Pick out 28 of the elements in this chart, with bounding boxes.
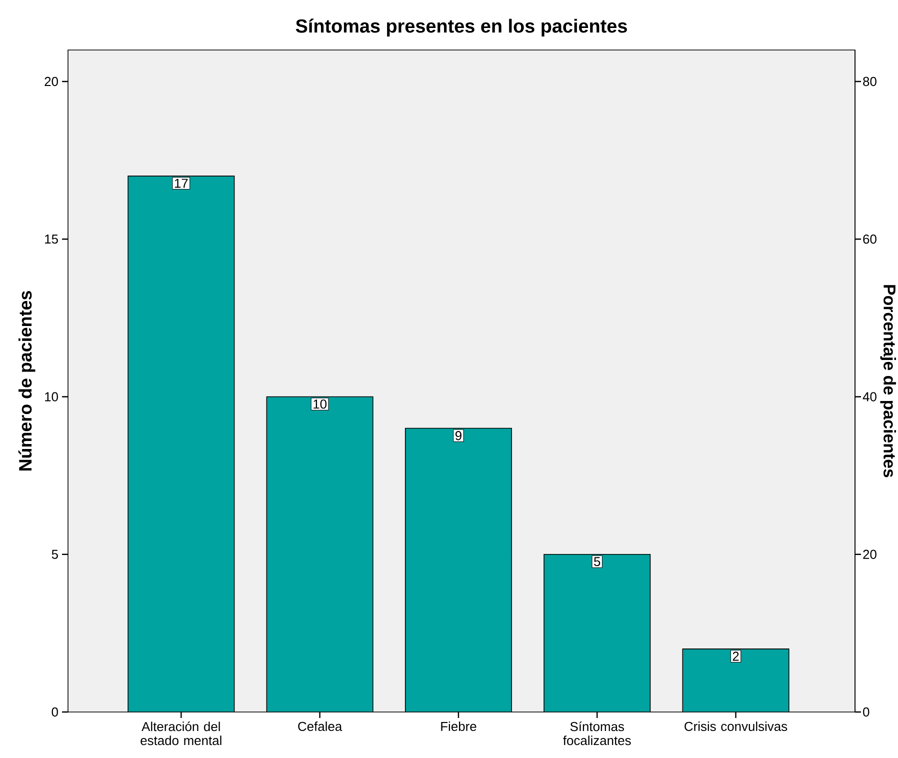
data-label: 2: [732, 652, 739, 661]
y2-tick-label: 40: [862, 392, 876, 402]
bar: [404, 428, 512, 712]
y-tick-label: 0: [52, 707, 58, 717]
x-tick-label: Cefalea: [298, 722, 342, 732]
y2-tick-label: 60: [863, 234, 876, 244]
y2-tick-label: 0: [863, 707, 870, 717]
chart-title: Síntomas presentes en los pacientes: [296, 18, 627, 36]
x-tick-label: Síntomas focalizantes: [563, 722, 631, 746]
x-tick-label: Alteración del estado mental: [140, 722, 222, 746]
y-axis-title: Número de pacientes: [18, 291, 36, 470]
y-tick-label: 10: [45, 392, 58, 402]
bar: [266, 396, 373, 712]
data-label: 17: [174, 178, 188, 188]
data-label: 10: [314, 399, 327, 409]
y2-axis-title: Porcentaje de pacientes: [880, 285, 896, 478]
y-tick-label: 15: [45, 234, 58, 244]
bar: [128, 176, 235, 712]
y-tick-label: 20: [44, 76, 58, 86]
x-tick-label: Fiebre: [441, 722, 476, 732]
bar: [682, 648, 790, 712]
data-label: 9: [455, 431, 462, 440]
y2-tick-label: 80: [863, 76, 876, 86]
x-tick-label: Crisis convulsivas: [684, 722, 788, 732]
y-tick-label: 5: [52, 550, 58, 559]
bar: [544, 554, 651, 712]
y2-tick-label: 20: [863, 550, 876, 559]
data-label: 5: [594, 557, 600, 566]
